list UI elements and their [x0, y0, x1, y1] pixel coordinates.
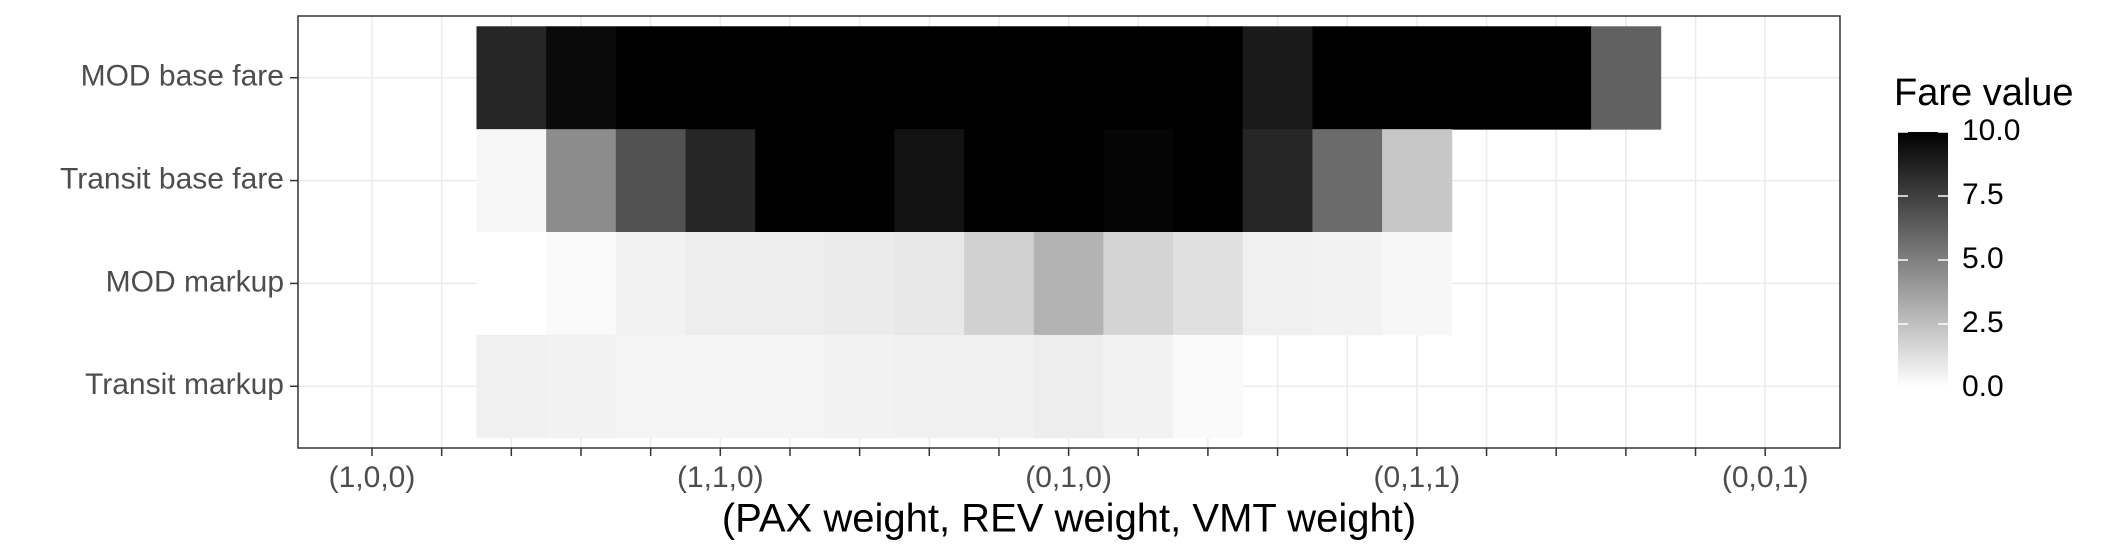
heat-tile — [476, 129, 547, 233]
x-tick-label: (0,1,0) — [1025, 461, 1112, 494]
heat-tile — [894, 129, 965, 233]
x-tick-label: (1,0,0) — [329, 461, 416, 494]
heat-tile — [546, 129, 617, 233]
heat-tile — [1591, 26, 1662, 130]
x-tick-label: (0,0,1) — [1722, 461, 1809, 494]
colorbar-tick-label: 2.5 — [1962, 306, 2004, 339]
heat-tile — [1382, 26, 1453, 130]
heat-tile — [1033, 334, 1104, 439]
heat-tile — [964, 129, 1035, 233]
heat-tile — [615, 129, 686, 233]
heat-tile — [1451, 26, 1522, 130]
heat-tile — [824, 334, 895, 439]
heat-tile — [894, 334, 965, 439]
heat-tile — [1033, 129, 1104, 233]
x-tick-label: (1,1,0) — [677, 461, 764, 494]
heat-tile — [476, 334, 547, 439]
heat-tile — [1242, 129, 1313, 233]
heat-tile — [685, 26, 756, 130]
y-tick-label: Transit markup — [85, 368, 284, 401]
colorbar-tick-label: 7.5 — [1962, 178, 2004, 211]
heat-tile — [1382, 232, 1453, 336]
heat-tile — [1242, 26, 1313, 130]
heat-tile — [615, 26, 686, 130]
heat-tile — [1103, 232, 1174, 336]
heat-tile — [1312, 232, 1383, 336]
y-tick-label: MOD base fare — [81, 60, 284, 93]
heat-tile — [546, 26, 617, 130]
heat-tile — [1173, 129, 1244, 233]
heat-tile — [824, 26, 895, 130]
heat-tile — [755, 334, 826, 439]
heat-tile — [615, 334, 686, 439]
heat-tile — [1103, 334, 1174, 439]
heat-tile — [476, 232, 547, 336]
heat-tile — [755, 232, 826, 336]
heat-tile — [1103, 26, 1174, 130]
heat-tile — [824, 232, 895, 336]
heat-tile — [894, 232, 965, 336]
heat-tile — [685, 232, 756, 336]
colorbar-tick-label: 10.0 — [1962, 114, 2020, 147]
heat-tile — [1242, 232, 1313, 336]
heat-tile — [685, 129, 756, 233]
heat-tile — [1173, 334, 1244, 439]
heat-tile — [546, 334, 617, 439]
heat-tile — [1521, 26, 1592, 130]
x-tick-label: (0,1,1) — [1374, 461, 1461, 494]
heat-tile — [894, 26, 965, 130]
heat-tile — [1173, 232, 1244, 336]
heat-tile — [546, 232, 617, 336]
heat-tile — [685, 334, 756, 439]
heat-tile — [615, 232, 686, 336]
heat-tile — [1382, 129, 1453, 233]
heat-tile — [1033, 26, 1104, 130]
heat-tile — [1312, 129, 1383, 233]
y-tick-label: Transit base fare — [60, 162, 284, 195]
y-tick-label: MOD markup — [106, 265, 284, 298]
heat-tile — [1103, 129, 1174, 233]
heat-tile — [1033, 232, 1104, 336]
heat-tile — [1173, 26, 1244, 130]
colorbar-tick-label: 5.0 — [1962, 242, 2004, 275]
x-axis-title: (PAX weight, REV weight, VMT weight) — [722, 497, 1416, 541]
heat-tile — [476, 26, 547, 130]
heat-tile — [964, 232, 1035, 336]
heat-tile — [1312, 26, 1383, 130]
heat-tile — [824, 129, 895, 233]
heat-tile — [755, 26, 826, 130]
colorbar-tick-label: 0.0 — [1962, 370, 2004, 403]
heat-tile — [964, 26, 1035, 130]
legend-title: Fare value — [1894, 72, 2074, 114]
heat-tile — [755, 129, 826, 233]
heat-tile — [964, 334, 1035, 439]
